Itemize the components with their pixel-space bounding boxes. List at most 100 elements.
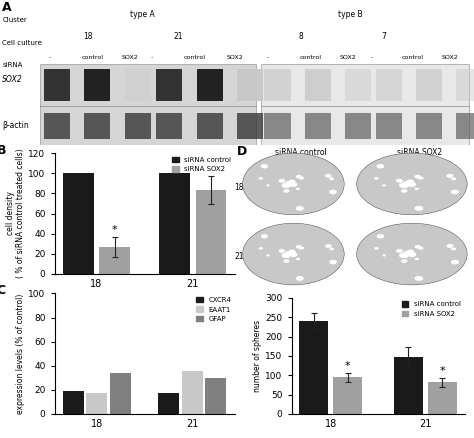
Bar: [63, 173, 93, 274]
Circle shape: [451, 247, 456, 251]
Circle shape: [382, 254, 386, 257]
Circle shape: [396, 249, 403, 253]
Text: control: control: [401, 55, 423, 60]
Circle shape: [286, 255, 290, 258]
Y-axis label: cell density
( % of siRNA control treated cells): cell density ( % of siRNA control treate…: [6, 149, 26, 278]
Bar: [305, 69, 331, 101]
Circle shape: [401, 189, 408, 193]
Bar: [206, 378, 227, 414]
Circle shape: [286, 185, 290, 187]
Text: β-actin: β-actin: [2, 121, 29, 130]
Text: 21: 21: [173, 32, 182, 41]
Bar: [125, 69, 151, 101]
Circle shape: [451, 260, 459, 265]
Bar: [44, 69, 70, 101]
Text: 18: 18: [83, 32, 92, 41]
Circle shape: [414, 276, 423, 281]
Text: Cluster: Cluster: [2, 18, 27, 23]
Text: 18: 18: [235, 184, 244, 192]
Circle shape: [299, 247, 304, 250]
Legend: siRNA control, siRNA SOX2: siRNA control, siRNA SOX2: [172, 157, 231, 173]
Circle shape: [418, 177, 424, 180]
Circle shape: [403, 251, 410, 254]
Text: 8: 8: [299, 32, 303, 41]
Circle shape: [404, 255, 408, 258]
Circle shape: [282, 253, 290, 258]
Bar: [264, 113, 291, 139]
Bar: [156, 69, 182, 101]
Text: SOX2: SOX2: [122, 55, 139, 60]
Circle shape: [325, 244, 332, 248]
Legend: CXCR4, EAAT1, GFAP: CXCR4, EAAT1, GFAP: [196, 297, 231, 322]
Y-axis label: number of spheres: number of spheres: [254, 320, 263, 392]
Text: 21: 21: [235, 252, 244, 261]
Text: *: *: [439, 366, 445, 376]
Circle shape: [414, 206, 423, 211]
Bar: [110, 373, 131, 414]
Text: -: -: [49, 55, 51, 60]
Circle shape: [401, 259, 408, 263]
Text: control: control: [183, 55, 205, 60]
Circle shape: [376, 234, 384, 239]
Bar: [182, 371, 203, 414]
Text: SOX2: SOX2: [226, 55, 243, 60]
Circle shape: [299, 177, 304, 180]
Bar: [99, 247, 130, 274]
Bar: [456, 113, 474, 139]
Circle shape: [403, 181, 410, 184]
Text: B: B: [0, 144, 6, 157]
Circle shape: [407, 252, 416, 257]
Text: SOX2: SOX2: [2, 75, 23, 84]
Circle shape: [266, 254, 270, 257]
Text: -: -: [371, 55, 373, 60]
FancyBboxPatch shape: [40, 64, 256, 145]
Circle shape: [261, 234, 268, 239]
Circle shape: [404, 186, 408, 188]
Circle shape: [296, 175, 302, 179]
Circle shape: [279, 179, 285, 183]
Bar: [44, 113, 70, 139]
Bar: [394, 357, 422, 414]
Bar: [197, 113, 223, 139]
Circle shape: [296, 258, 300, 260]
Circle shape: [286, 186, 290, 188]
Bar: [84, 69, 110, 101]
Bar: [264, 69, 291, 101]
Text: -: -: [267, 55, 269, 60]
Text: control: control: [82, 55, 103, 60]
Circle shape: [243, 223, 344, 285]
Circle shape: [374, 247, 379, 250]
Circle shape: [289, 180, 295, 184]
Y-axis label: expression levels (% of control): expression levels (% of control): [17, 293, 26, 414]
Circle shape: [396, 179, 403, 183]
Circle shape: [376, 164, 384, 169]
Circle shape: [404, 256, 408, 258]
Circle shape: [266, 184, 270, 187]
Legend: siRNA control, siRNA SOX2: siRNA control, siRNA SOX2: [401, 301, 461, 317]
Circle shape: [418, 247, 424, 250]
Circle shape: [399, 183, 408, 188]
Circle shape: [285, 251, 292, 254]
Bar: [86, 393, 108, 414]
Bar: [376, 69, 402, 101]
Bar: [159, 173, 190, 274]
Circle shape: [414, 175, 421, 179]
Circle shape: [447, 174, 454, 178]
Circle shape: [329, 190, 337, 194]
Bar: [416, 69, 442, 101]
Text: D: D: [237, 145, 247, 158]
Bar: [334, 377, 362, 414]
Text: siRNA control: siRNA control: [275, 148, 327, 157]
Circle shape: [415, 187, 419, 190]
Circle shape: [382, 184, 386, 187]
Circle shape: [283, 259, 290, 263]
Text: -: -: [151, 55, 153, 60]
Text: C: C: [0, 284, 6, 297]
Text: type B: type B: [338, 10, 363, 19]
Circle shape: [285, 181, 292, 184]
Text: Cell culture: Cell culture: [2, 40, 42, 46]
Bar: [125, 113, 151, 139]
Bar: [456, 69, 474, 101]
Circle shape: [283, 189, 290, 193]
Circle shape: [243, 153, 344, 215]
